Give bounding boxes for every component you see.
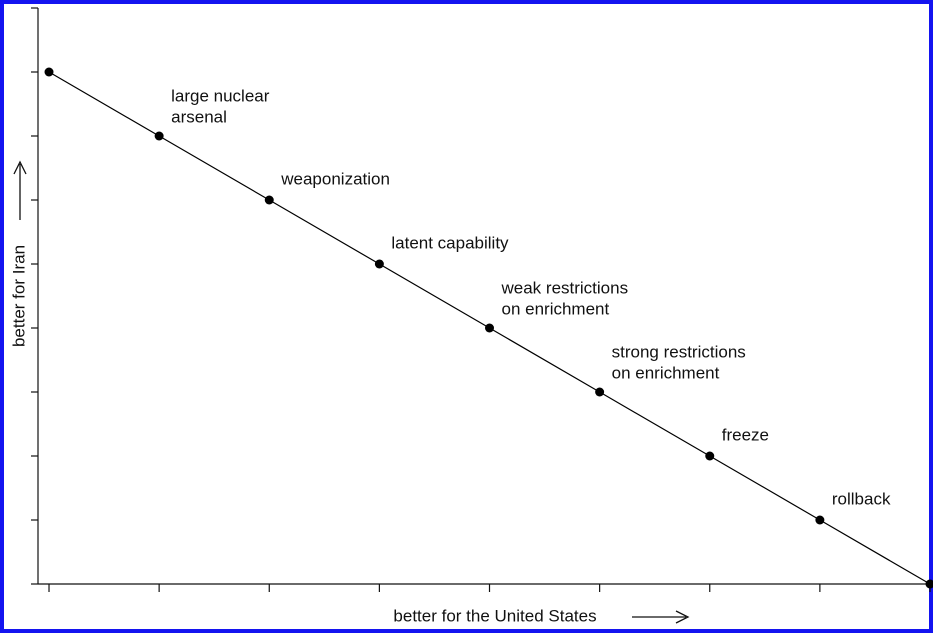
point bbox=[374, 259, 384, 269]
point bbox=[595, 387, 605, 397]
point-label: weak restrictions bbox=[501, 278, 629, 297]
point bbox=[485, 323, 495, 333]
point-label: weaponization bbox=[280, 169, 390, 188]
point bbox=[264, 195, 274, 205]
point-label: large nuclear bbox=[171, 86, 270, 105]
point bbox=[705, 451, 715, 461]
y-arrow bbox=[13, 160, 27, 220]
point bbox=[815, 515, 825, 525]
point-label: freeze bbox=[722, 425, 769, 444]
y-axis-label: better for Iran bbox=[9, 245, 28, 347]
point bbox=[44, 67, 54, 77]
point-label: rollback bbox=[832, 489, 891, 508]
point-label: on enrichment bbox=[502, 299, 610, 318]
point-label: on enrichment bbox=[612, 363, 720, 382]
point-label: arsenal bbox=[171, 107, 227, 126]
point bbox=[925, 579, 933, 589]
point-label: latent capability bbox=[391, 233, 509, 252]
point-label: strong restrictions bbox=[612, 342, 746, 361]
point bbox=[154, 131, 164, 141]
x-arrow bbox=[632, 610, 690, 624]
x-axis-label: better for the United States bbox=[393, 606, 596, 625]
